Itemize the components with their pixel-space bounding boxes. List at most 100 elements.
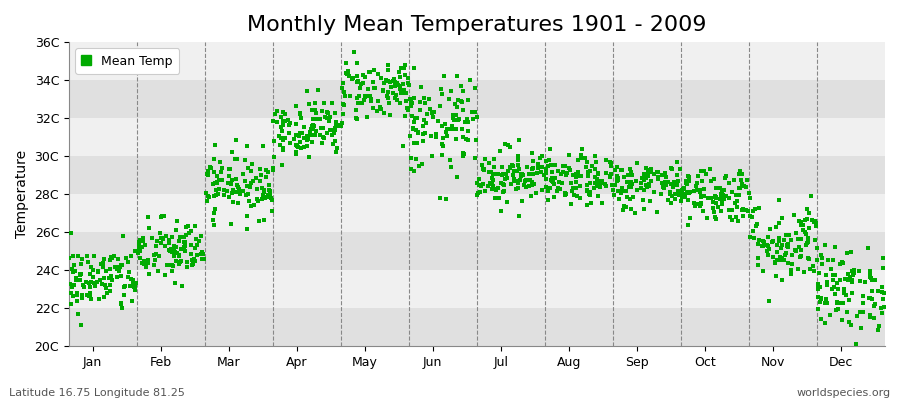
Point <box>874 305 888 311</box>
Point <box>655 172 670 178</box>
Point <box>128 247 142 254</box>
Point <box>591 170 606 177</box>
Point <box>270 108 284 114</box>
Point <box>845 290 859 296</box>
Point <box>511 185 526 192</box>
Point <box>323 127 338 134</box>
Point <box>496 189 510 195</box>
Point <box>708 194 723 200</box>
Point <box>651 174 665 180</box>
Point <box>854 325 868 332</box>
Point <box>772 234 787 241</box>
Point <box>541 196 555 203</box>
Point <box>487 155 501 162</box>
Point <box>818 296 832 302</box>
Point <box>217 187 231 193</box>
Point <box>623 166 637 172</box>
Point <box>73 276 87 283</box>
Point <box>190 252 204 258</box>
Point <box>616 173 631 180</box>
Point <box>730 198 744 204</box>
Point <box>588 166 602 172</box>
Point <box>315 108 329 114</box>
Point <box>110 266 124 272</box>
Point <box>136 235 150 241</box>
Point <box>341 68 356 74</box>
Point <box>507 175 521 182</box>
Point <box>807 268 822 274</box>
Point <box>435 90 449 97</box>
Point <box>357 93 372 99</box>
Point <box>293 110 308 116</box>
Point <box>436 143 450 150</box>
Point <box>289 132 303 138</box>
Point <box>389 92 403 99</box>
Point <box>562 167 577 174</box>
Point <box>367 85 382 91</box>
Point <box>366 67 381 73</box>
Point <box>489 195 503 201</box>
Point <box>420 111 435 118</box>
Point <box>296 124 310 130</box>
Point <box>225 190 239 197</box>
Point <box>663 164 678 171</box>
Point <box>404 103 419 109</box>
Point <box>398 90 412 96</box>
Point <box>207 193 221 200</box>
Point <box>239 143 254 150</box>
Point <box>590 183 604 190</box>
Point <box>487 164 501 170</box>
Point <box>383 84 398 90</box>
Point <box>614 166 628 173</box>
Point <box>846 272 860 278</box>
Point <box>452 116 466 122</box>
Point <box>84 279 98 286</box>
Point <box>278 111 293 118</box>
Point <box>580 186 595 193</box>
Point <box>784 267 798 274</box>
Point <box>580 182 594 189</box>
Point <box>276 109 291 115</box>
Point <box>349 60 364 66</box>
Point <box>302 101 317 107</box>
Point <box>225 177 239 183</box>
Point <box>605 182 619 189</box>
Point <box>131 242 146 249</box>
Point <box>177 238 192 245</box>
Point <box>794 247 808 254</box>
Point <box>336 110 350 117</box>
Point <box>256 189 271 195</box>
Point <box>461 128 475 134</box>
Point <box>236 188 250 194</box>
Point <box>209 192 223 198</box>
Point <box>133 245 148 252</box>
Point <box>818 300 832 306</box>
Point <box>751 221 765 227</box>
Point <box>86 267 101 274</box>
Point <box>484 169 499 176</box>
Point <box>724 188 739 195</box>
Point <box>354 80 368 87</box>
Point <box>555 163 570 170</box>
Point <box>796 269 811 275</box>
Point <box>281 117 295 124</box>
Point <box>327 126 341 133</box>
Point <box>320 114 334 121</box>
Point <box>766 238 780 244</box>
Point <box>379 77 393 84</box>
Point <box>634 180 648 186</box>
Point <box>496 171 510 177</box>
Point <box>250 196 265 202</box>
Legend: Mean Temp: Mean Temp <box>76 48 179 74</box>
Point <box>581 190 596 197</box>
Bar <box>69 232 885 270</box>
Point <box>402 96 417 102</box>
Point <box>670 182 684 188</box>
Point <box>598 181 613 188</box>
Point <box>93 277 107 283</box>
Point <box>294 114 309 121</box>
Point <box>761 246 776 253</box>
Point <box>518 176 533 183</box>
Point <box>483 180 498 186</box>
Point <box>341 71 356 77</box>
